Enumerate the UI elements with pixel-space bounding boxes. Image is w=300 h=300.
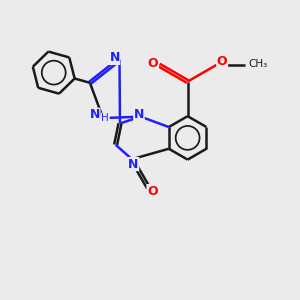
Text: O: O [148,57,158,70]
Text: CH₃: CH₃ [248,59,268,69]
Text: N: N [90,108,100,121]
Text: O: O [217,55,227,68]
Text: N: N [110,51,120,64]
Text: O: O [147,184,158,198]
Text: N: N [128,158,139,171]
Text: H: H [101,113,109,123]
Text: N: N [134,109,144,122]
